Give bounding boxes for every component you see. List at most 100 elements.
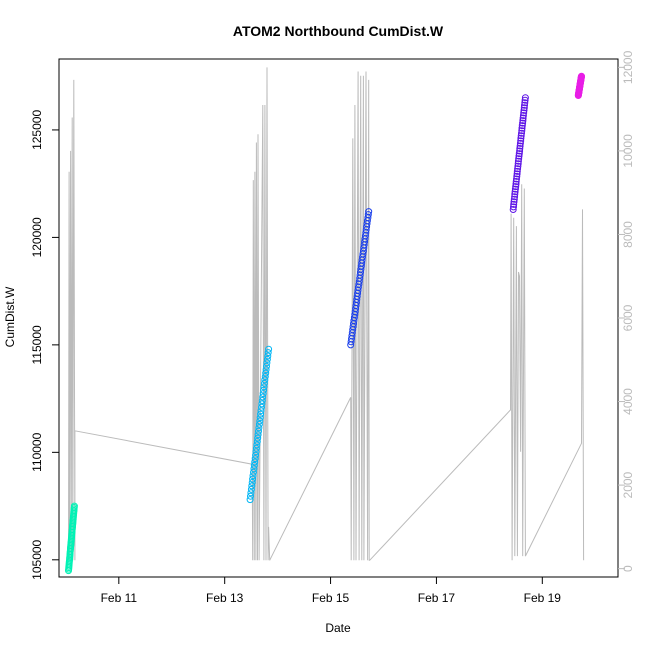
data-point — [252, 451, 260, 459]
data-point — [513, 167, 521, 175]
data-point — [248, 479, 256, 486]
data-point — [521, 99, 529, 107]
data-point — [511, 190, 519, 198]
y-tick-label: 125000 — [30, 110, 44, 150]
data-point — [263, 362, 270, 370]
data-point — [253, 441, 261, 449]
data-point — [510, 200, 518, 208]
data-point — [510, 203, 517, 211]
x-tick-label: Feb 13 — [206, 591, 244, 605]
y2-tick-label: 12000 — [621, 50, 635, 84]
data-point — [512, 183, 520, 191]
x-tick-label: Feb 19 — [524, 591, 562, 605]
secondary-series-layer — [68, 67, 585, 561]
data-point — [261, 373, 269, 380]
data-point — [519, 119, 527, 127]
data-point — [516, 145, 524, 152]
data-point — [510, 195, 518, 203]
data-point — [517, 137, 525, 145]
data-point — [260, 383, 268, 391]
data-point — [518, 129, 525, 137]
points-layer — [65, 72, 585, 575]
y2-tick-label: 10000 — [621, 134, 635, 168]
data-point — [514, 157, 522, 165]
data-point — [257, 410, 265, 418]
data-point — [247, 492, 254, 500]
data-point — [256, 414, 264, 422]
data-point — [250, 465, 258, 473]
data-point — [256, 417, 264, 425]
data-point — [254, 431, 262, 439]
data-point — [260, 386, 268, 394]
data-point — [264, 349, 272, 357]
data-point — [264, 352, 272, 360]
data-point — [252, 448, 260, 456]
y-tick-label: 105000 — [30, 539, 44, 579]
y2-tick-label: 8000 — [621, 221, 635, 248]
data-point — [249, 475, 257, 483]
data-point — [250, 468, 257, 476]
data-point — [246, 496, 254, 504]
data-point — [255, 424, 263, 432]
data-point — [252, 444, 260, 452]
data-point — [519, 114, 527, 122]
data-point — [513, 170, 521, 178]
data-point — [514, 160, 522, 168]
data-point — [253, 438, 261, 445]
data-point — [516, 142, 524, 150]
data-point — [514, 162, 522, 170]
data-point — [511, 185, 519, 193]
data-point — [263, 355, 271, 363]
data-point — [364, 211, 372, 219]
x-tick-label: Feb 17 — [418, 591, 456, 605]
data-point — [257, 407, 265, 415]
chart-title: ATOM2 Northbound CumDist.W — [233, 23, 444, 39]
x-tick-label: Feb 11 — [101, 591, 138, 605]
data-point — [515, 155, 523, 163]
axes-layer: Feb 11 Feb 13 Feb 15 Feb 17 Feb 19 105000 1100… — [30, 50, 635, 605]
data-point — [251, 455, 259, 463]
plot-frame — [58, 58, 619, 578]
y-tick-label: 110000 — [30, 432, 44, 471]
data-point — [520, 104, 528, 112]
data-point — [518, 122, 526, 130]
y2-tick-label: 0 — [621, 565, 635, 572]
data-point — [517, 132, 525, 140]
data-point — [250, 461, 258, 469]
y-axis-label: CumDist.W — [3, 286, 17, 347]
data-point — [518, 127, 526, 135]
data-point — [261, 376, 269, 384]
data-point — [247, 485, 255, 493]
data-point — [365, 208, 373, 216]
data-point — [254, 434, 262, 442]
data-point — [519, 117, 527, 125]
data-point — [512, 180, 520, 188]
y2-tick-label: 2000 — [621, 471, 635, 498]
data-point — [511, 193, 519, 201]
data-point — [247, 489, 255, 497]
data-point — [515, 152, 523, 160]
data-point — [262, 369, 270, 377]
x-tick-label: Feb 15 — [312, 591, 350, 605]
data-point — [265, 345, 273, 353]
data-point — [70, 502, 78, 510]
data-point — [521, 96, 529, 104]
data-point — [255, 427, 262, 435]
data-point — [518, 124, 526, 132]
data-point — [255, 420, 263, 428]
y-tick-label: 115000 — [30, 325, 44, 364]
y-tick-label: 120000 — [30, 217, 44, 257]
data-point — [511, 188, 519, 196]
data-point — [259, 390, 267, 398]
data-point — [521, 94, 529, 102]
data-point — [520, 109, 528, 117]
data-point — [259, 393, 267, 401]
data-point — [258, 397, 266, 404]
data-point — [509, 206, 517, 213]
data-point — [514, 165, 522, 173]
data-point — [251, 458, 259, 466]
data-point — [260, 379, 268, 387]
y2-tick-label: 4000 — [621, 388, 635, 415]
data-point — [516, 147, 524, 155]
